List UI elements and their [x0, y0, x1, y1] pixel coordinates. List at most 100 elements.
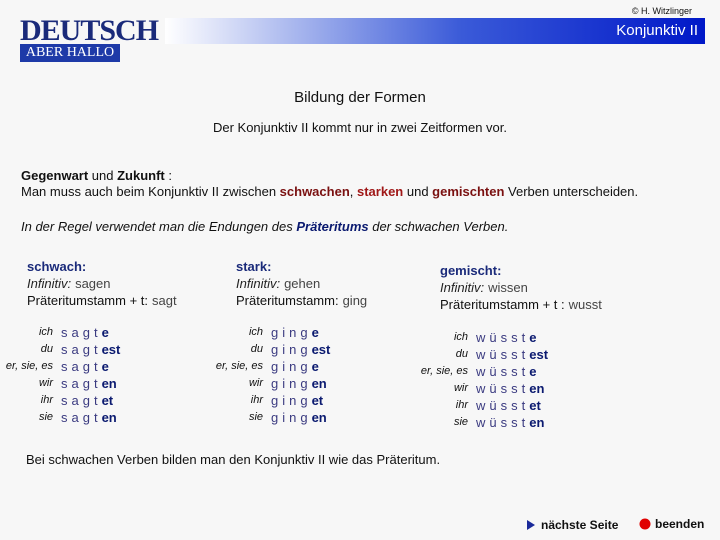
conjugated-form: sagten [61, 409, 117, 426]
pronoun: ihr [40, 394, 53, 406]
conjugation-row: sie wüssten [415, 414, 615, 431]
text: : [164, 168, 172, 183]
stem: wusst [568, 297, 602, 312]
pronoun: ich [248, 326, 263, 338]
pronoun: du [40, 343, 53, 355]
next-button[interactable]: nächste Seite [541, 518, 619, 532]
conjugated-form: wüsstet [476, 397, 541, 414]
ending: e [529, 364, 537, 379]
conjugated-form: wüssten [476, 414, 544, 431]
conjugation-row: ihr ginget [211, 392, 411, 409]
infinitive-line: Infinitiv: sagen [27, 275, 177, 292]
term: gemischten [432, 184, 505, 199]
stem: wüsst [476, 415, 530, 430]
conjugated-form: wüsste [476, 329, 536, 346]
conjugation-row: er, sie, es wüsste [415, 363, 615, 380]
conjugation-row: wir gingen [211, 375, 411, 392]
conjugated-form: sagtest [61, 341, 120, 358]
ending: e [311, 325, 319, 340]
conjugation-row: ihr sagtet [2, 392, 202, 409]
infinitive: sagen [75, 276, 111, 291]
stem: sagt [61, 325, 102, 340]
pronoun: ich [453, 331, 468, 343]
term: starken [357, 184, 404, 199]
verb-column: schwach: Infinitiv: sagen Präteritumstamm +… [27, 258, 177, 309]
stem: ging [342, 293, 368, 308]
ending: e [529, 330, 537, 345]
conjugated-form: sagten [61, 375, 117, 392]
conjugated-form: wüssten [476, 380, 544, 397]
ending: en [311, 376, 327, 391]
conjugation-row: du sagtest [2, 341, 202, 358]
conjugation-row: ich wüsste [415, 329, 615, 346]
copyright: © H. Witzlinger [631, 6, 692, 16]
stem-line: Präteritumstamm + t: sagt [27, 292, 177, 309]
conjugation-row: wir wüssten [415, 380, 615, 397]
stem: ging [271, 376, 312, 391]
conjugation-row: ihr wüsstet [415, 397, 615, 414]
note: Bei schwachen Verben bilden man den Konj… [26, 452, 441, 467]
next-icon[interactable] [526, 519, 536, 531]
ending: et [311, 393, 324, 408]
infinitive-line: Infinitiv: gehen [236, 275, 367, 292]
conjugated-form: wüsste [476, 363, 536, 380]
term: Präteritums [296, 219, 369, 234]
infinitive: wissen [488, 280, 528, 295]
ending: en [101, 410, 117, 425]
conjugated-form: ginget [271, 392, 323, 409]
term: schwachen [279, 184, 350, 199]
stem: sagt [61, 393, 102, 408]
conjugated-form: gingest [271, 341, 330, 358]
stem-line: Präteritumstamm + t : wusst [440, 296, 602, 313]
column-title: stark: [236, 259, 272, 274]
text: , [349, 184, 357, 199]
infinitive-label: Infinitiv: [27, 276, 72, 291]
ending: est [529, 347, 549, 362]
pronoun: sie [38, 411, 53, 423]
stem: sagt [61, 342, 102, 357]
pronoun: wir [38, 377, 53, 389]
conjugated-form: sagtet [61, 392, 113, 409]
conjugated-form: gingen [271, 409, 327, 426]
quit-button[interactable]: beenden [655, 517, 705, 531]
conjugation-row: sie gingen [211, 409, 411, 426]
ending: est [311, 342, 331, 357]
stem: ging [271, 393, 312, 408]
ending: en [311, 410, 327, 425]
text: und [403, 184, 433, 199]
conjugation-row: er, sie, es ginge [211, 358, 411, 375]
stem: wüsst [476, 364, 530, 379]
pronoun: wir [248, 377, 263, 389]
ending: en [529, 381, 545, 396]
stem: sagt [61, 410, 102, 425]
infinitive-label: Infinitiv: [440, 280, 485, 295]
conjugation-row: du gingest [211, 341, 411, 358]
pronoun: sie [248, 411, 263, 423]
pronoun: sie [453, 416, 468, 428]
conjugation-row: du wüsstest [415, 346, 615, 363]
conjugated-form: wüsstest [476, 346, 548, 363]
stem: ging [271, 342, 312, 357]
heading: Bildung der Formen [294, 89, 426, 106]
quit-icon[interactable] [639, 518, 651, 530]
stem: wüsst [476, 398, 530, 413]
section-line: Man muss auch beim Konjunktiv II zwische… [21, 184, 638, 199]
stem: wüsst [476, 330, 530, 345]
pronoun: wir [453, 382, 468, 394]
text: Verben unterscheiden. [504, 184, 639, 199]
stem: sagt [61, 359, 102, 374]
section-line: Gegenwart und Zukunft : [21, 168, 172, 183]
stem: wüsst [476, 347, 530, 362]
ending: est [101, 342, 121, 357]
intro: Der Konjunktiv II kommt nur in zwei Zeit… [212, 120, 508, 135]
infinitive-label: Infinitiv: [236, 276, 281, 291]
conjugated-form: ginge [271, 324, 319, 341]
header-title: Konjunktiv II [616, 22, 698, 39]
ending: e [311, 359, 319, 374]
stem-label: Präteritumstamm + t : [440, 297, 565, 312]
ending: et [529, 398, 541, 413]
stem: sagt [61, 376, 102, 391]
header-bar [165, 18, 705, 44]
stem: wüsst [476, 381, 530, 396]
